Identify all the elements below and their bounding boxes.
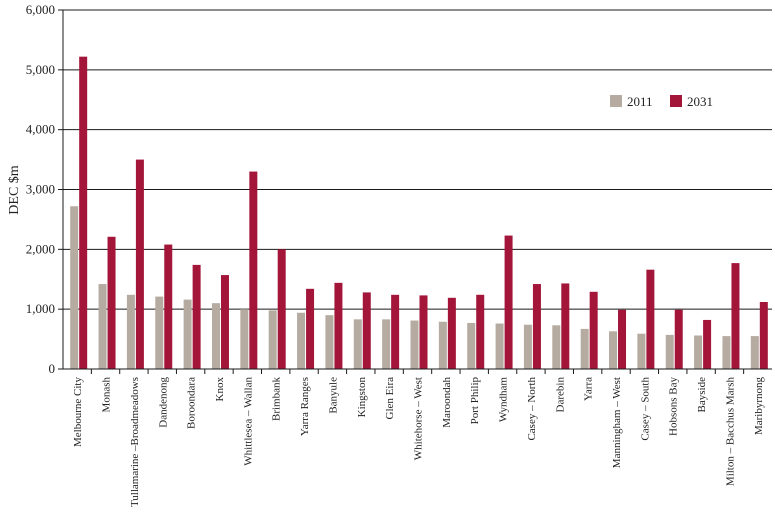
bar-2011-manningham-west — [609, 331, 618, 369]
x-tick-label-monash: Monash — [101, 377, 113, 413]
bar-2011-milton-bacchus-marsh — [722, 336, 731, 369]
bar-2011-bayside — [694, 335, 703, 369]
legend-label-2031: 2031 — [687, 94, 713, 109]
bar-2011-yarra-ranges — [297, 312, 306, 369]
legend-swatch-2011 — [610, 95, 622, 107]
x-tick-label-bayside: Bayside — [696, 377, 708, 413]
y-tick-label-4000: 4,000 — [26, 122, 55, 137]
x-tick-label-casey-south: Casey – South — [639, 377, 651, 441]
bar-2031-maroondah — [447, 297, 456, 369]
y-tick-label-6000: 6,000 — [26, 2, 55, 17]
x-tick-label-banyule: Banyule — [327, 377, 339, 414]
bar-2031-knox — [220, 275, 229, 369]
bar-2031-dandenong — [164, 244, 173, 369]
bar-2011-banyule — [325, 315, 334, 369]
bar-2011-wyndham — [495, 323, 504, 369]
x-tick-label-whitehorse-west: Whitehorse – West — [413, 377, 425, 460]
bar-2031-darebin — [561, 283, 570, 369]
bar-2031-port-philip — [476, 294, 485, 369]
x-tick-label-melbourne-city: Melbourne City — [72, 377, 84, 447]
x-tick-label-port-philip: Port Philip — [469, 377, 481, 425]
bar-2031-tullamarine-broadmeadows — [135, 159, 144, 369]
bar-2031-manningham-west — [618, 309, 627, 369]
bar-2031-hobsons-bay — [674, 309, 683, 369]
x-tick-label-tullamarine-broadmeadows: Tullamarine –Broadmeadows — [129, 377, 141, 507]
bar-2031-whitehorse-west — [419, 295, 428, 369]
legend-swatch-2031 — [670, 95, 682, 107]
bar-2031-casey-north — [532, 284, 541, 369]
legend: 2011 2031 — [610, 94, 713, 109]
bar-2031-whittlesea-wallan — [249, 171, 258, 369]
bar-2011-hobsons-bay — [665, 334, 674, 369]
bar-2031-wyndham — [504, 235, 513, 369]
bar-2031-casey-south — [646, 269, 655, 369]
y-tick-label-1000: 1,000 — [26, 301, 55, 316]
bar-2031-yarra-ranges — [306, 288, 315, 369]
x-tick-label-boroondara: Boroondara — [186, 377, 198, 429]
x-tick-label-casey-north: Casey – North — [526, 377, 538, 441]
x-tick-label-kingston: Kingston — [356, 377, 368, 418]
y-tick-label-2000: 2,000 — [26, 241, 55, 256]
bar-2011-whittlesea-wallan — [240, 309, 249, 369]
bar-2011-darebin — [552, 325, 561, 369]
x-axis-ticks: Melbourne City Monash Tullamarine –Broadme… — [72, 369, 765, 507]
bar-2031-monash — [107, 236, 116, 369]
bar-2031-bayside — [703, 319, 712, 369]
bar-2031-melbourne-city — [79, 56, 88, 370]
bar-2031-maribyrnong — [759, 301, 768, 369]
bars — [70, 56, 768, 370]
y-tick-label-5000: 5,000 — [26, 62, 55, 77]
x-tick-label-maroondah: Maroondah — [441, 377, 453, 428]
bar-2031-milton-bacchus-marsh — [731, 263, 740, 369]
y-axis-label: DEC $m — [7, 165, 22, 215]
x-tick-label-milton-bacchus-marsh: Milton – Bacchus Marsh — [724, 377, 736, 487]
bar-2011-monash — [98, 284, 107, 369]
bar-2011-port-philip — [467, 322, 476, 369]
x-tick-label-darebin: Darebin — [554, 377, 566, 413]
y-tick-label-0: 0 — [49, 361, 56, 376]
bar-2011-casey-south — [637, 333, 646, 369]
bar-2011-glen-eira — [382, 319, 391, 369]
x-tick-label-whittlesea-wallan: Whittlesea – Wallan — [242, 377, 254, 466]
y-axis-ticks: 0 1,000 2,000 3,000 4,000 5,000 6,000 — [26, 2, 63, 376]
bar-2011-casey-north — [523, 324, 532, 369]
bar-2011-melbourne-city — [70, 206, 79, 369]
x-tick-label-brimbank: Brimbank — [271, 377, 283, 421]
x-tick-label-knox: Knox — [214, 377, 226, 402]
bar-2031-glen-eira — [391, 294, 400, 369]
bar-2031-boroondara — [192, 264, 201, 369]
legend-label-2011: 2011 — [627, 94, 653, 109]
bar-2011-brimbank — [268, 310, 277, 369]
bar-2011-yarra — [580, 328, 589, 369]
bar-2011-whitehorse-west — [410, 320, 419, 369]
x-tick-label-yarra-ranges: Yarra Ranges — [299, 377, 311, 436]
bar-2031-banyule — [334, 282, 343, 369]
bar-2011-kingston — [353, 319, 362, 369]
x-tick-label-wyndham: Wyndham — [498, 377, 510, 423]
bar-2031-kingston — [362, 292, 371, 369]
y-tick-label-3000: 3,000 — [26, 182, 55, 197]
bar-2011-knox — [211, 303, 220, 369]
bar-2011-maroondah — [438, 321, 447, 369]
x-tick-label-maribyrnong: Maribyrnong — [753, 377, 765, 436]
bar-2011-tullamarine-broadmeadows — [126, 294, 135, 369]
x-tick-label-dandenong: Dandenong — [157, 377, 169, 428]
axes — [62, 10, 772, 370]
bar-2011-dandenong — [155, 296, 164, 369]
x-tick-label-hobsons-bay: Hobsons Bay — [668, 377, 680, 436]
x-tick-label-manningham-west: Manningham – West — [611, 377, 623, 468]
x-tick-label-yarra: Yarra — [583, 377, 595, 401]
bar-2011-boroondara — [183, 299, 192, 369]
x-tick-label-glen-eira: Glen Eira — [384, 377, 396, 420]
bar-2031-brimbank — [277, 249, 286, 369]
bar-2011-maribyrnong — [750, 336, 759, 369]
bar-2031-yarra — [589, 291, 598, 369]
